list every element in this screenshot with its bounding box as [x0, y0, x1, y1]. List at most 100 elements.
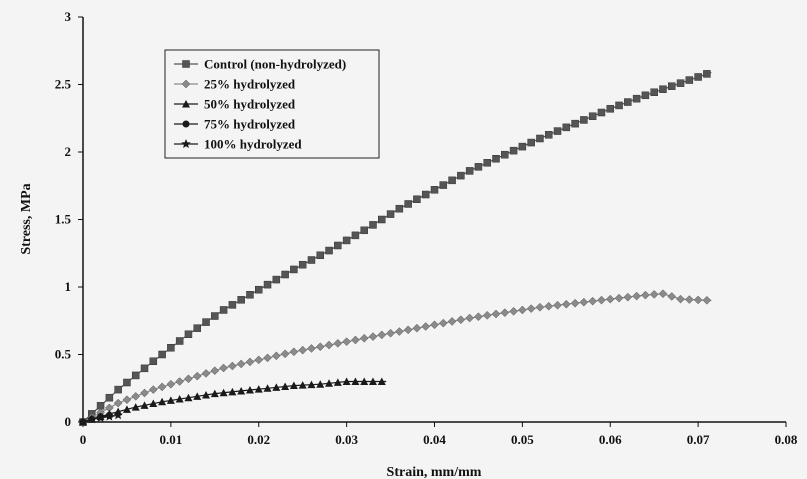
legend-marker [182, 100, 190, 108]
data-point [553, 300, 562, 310]
data-point [105, 393, 114, 402]
legend-label: Control (non-hydrolyzed) [204, 57, 346, 72]
data-point [342, 337, 351, 347]
data-point [360, 377, 369, 385]
y-axis-title: Stress, MPa [19, 183, 34, 254]
legend-marker [181, 139, 191, 148]
data-point [394, 327, 404, 336]
data-point [694, 73, 702, 81]
data-point [676, 294, 685, 304]
data-point [403, 325, 413, 335]
data-point [570, 298, 580, 308]
y-tick-labels: 0 0.5 1 1.5 2 2.5 3 [55, 9, 72, 429]
data-point [413, 195, 421, 203]
x-tick-label: 0.01 [160, 432, 183, 447]
x-tick-label: 0.04 [423, 432, 446, 447]
x-tick-label: 0.05 [511, 432, 534, 447]
data-point [122, 405, 131, 413]
data-point [561, 299, 571, 309]
data-point [131, 391, 141, 401]
data-point [87, 414, 97, 424]
legend-marker [182, 60, 190, 68]
data-point [245, 386, 254, 394]
data-point [131, 403, 140, 411]
data-point [307, 380, 316, 389]
data-point [140, 401, 149, 409]
data-point [175, 337, 184, 345]
data-point [298, 345, 308, 355]
data-point [588, 112, 597, 120]
data-point [211, 312, 219, 320]
data-point [693, 295, 703, 305]
data-point [184, 374, 193, 384]
data-point [184, 330, 193, 338]
data-point [395, 204, 404, 213]
data-point [192, 371, 202, 381]
data-point [104, 411, 115, 421]
data-point [684, 295, 694, 304]
data-point [386, 210, 395, 218]
series-5 [78, 410, 123, 426]
data-point [412, 323, 422, 333]
data-point [245, 357, 255, 367]
series-line [82, 293, 712, 423]
data-point [255, 285, 263, 294]
data-point [254, 355, 264, 365]
data-point [114, 385, 122, 394]
data-point [368, 377, 377, 385]
data-point [614, 293, 624, 303]
data-point [404, 200, 412, 208]
series-layer [78, 70, 712, 427]
data-point [658, 289, 668, 299]
data-point [193, 324, 201, 332]
data-point [351, 335, 360, 345]
data-point [703, 70, 711, 78]
series-2 [78, 289, 712, 427]
data-point [702, 295, 712, 305]
x-tick-label: 0.06 [599, 432, 622, 447]
data-point [325, 246, 333, 255]
data-point [219, 306, 228, 314]
legend-box [164, 49, 380, 159]
data-point [149, 399, 158, 408]
data-point [149, 357, 158, 365]
data-point [359, 333, 369, 343]
data-point [113, 410, 123, 420]
data-point [553, 127, 562, 135]
data-point [175, 395, 184, 403]
data-point [457, 171, 465, 180]
x-tick-label: 0.07 [687, 432, 710, 447]
data-point [430, 186, 439, 194]
data-point [140, 388, 149, 398]
data-point [474, 312, 483, 322]
data-point [624, 98, 632, 106]
data-point [676, 79, 685, 87]
data-point [438, 318, 448, 328]
data-point [615, 101, 623, 110]
data-point [597, 108, 606, 117]
data-point [166, 379, 176, 389]
data-point [113, 398, 123, 408]
legend-label: 25% hydrolyzed [204, 77, 296, 92]
data-point [562, 123, 571, 132]
data-point [298, 381, 307, 389]
data-point [378, 215, 386, 224]
data-point [158, 350, 166, 359]
data-point [333, 339, 343, 348]
data-point [140, 364, 149, 373]
series-1 [79, 70, 712, 426]
data-point [641, 290, 650, 300]
data-point [649, 290, 659, 299]
data-point [263, 280, 272, 289]
legend: Control (non-hydrolyzed) 25% hydrolyzed 50… [164, 49, 380, 159]
data-point [535, 302, 545, 312]
data-point [518, 142, 527, 151]
data-point [316, 251, 325, 260]
data-point [474, 163, 483, 171]
data-point [421, 190, 430, 199]
data-point [333, 378, 342, 386]
data-point [78, 417, 88, 426]
data-point [571, 119, 579, 128]
data-point [263, 384, 272, 392]
data-point [246, 291, 254, 299]
